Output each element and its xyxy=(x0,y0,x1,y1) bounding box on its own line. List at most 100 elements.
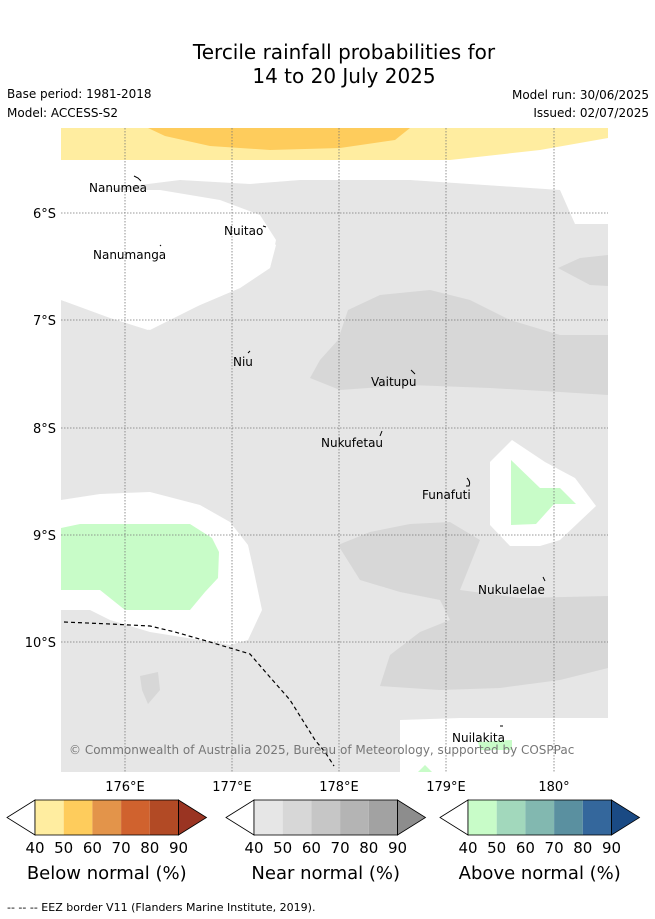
colorbar-tick-label: 60 xyxy=(302,839,321,857)
colorbar-segment xyxy=(92,800,122,835)
colorbar-segment xyxy=(368,800,398,835)
colorbars: 40 50 60 70 80 90 Below normal (%) 40 50 60 70 80 90… xyxy=(6,799,641,884)
colorbar-segment xyxy=(35,800,64,835)
colorbar-segment xyxy=(468,800,497,835)
colorbar-tick-label: 90 xyxy=(602,839,621,857)
place-label-nukulaelae: Nukulaelae xyxy=(478,583,545,597)
colorbar-over-triangle xyxy=(397,799,427,836)
colorbar-tick-label: 50 xyxy=(487,839,506,857)
longitude-labels: 176°E 177°E 178°E 179°E 180° xyxy=(105,780,569,795)
colorbar-tick-label: 70 xyxy=(545,839,564,857)
colorbar-tick-label: 80 xyxy=(140,839,159,857)
eez-border-line xyxy=(63,621,335,767)
island-nanumanga xyxy=(159,244,162,247)
place-label-nuitao: Nuitao xyxy=(224,224,263,238)
colorbar-segment xyxy=(63,800,93,835)
issued-date: Issued: 02/07/2025 xyxy=(533,106,649,120)
colorbar-tick-label: 50 xyxy=(273,839,292,857)
near-normal-50-60-small xyxy=(140,672,160,704)
above-normal-40-50-west xyxy=(61,524,219,610)
colorbar-title: Below normal (%) xyxy=(27,863,187,884)
colorbar-outline xyxy=(34,799,179,836)
map-panel: Nanumea Nuitao Nanumanga Niu Vaitupu Nuk… xyxy=(61,128,608,772)
colorbar-over-triangle xyxy=(611,799,641,836)
place-label-niu: Niu xyxy=(233,355,253,369)
place-label-vaitupu: Vaitupu xyxy=(371,375,417,389)
place-label-funafuti: Funafuti xyxy=(422,488,471,502)
above-normal-40-50-south-2 xyxy=(418,765,432,772)
place-label-nanumanga: Nanumanga xyxy=(93,248,166,262)
lon-label: 180° xyxy=(538,780,569,795)
colorbar-segment xyxy=(282,800,312,835)
lon-label: 179°E xyxy=(426,780,466,795)
near-normal-50-60-south xyxy=(338,522,608,690)
below-normal-50-60 xyxy=(148,128,410,150)
colorbar-segment xyxy=(340,800,369,835)
island-nuitao xyxy=(262,225,267,228)
map-title-line2: 14 to 20 July 2025 xyxy=(252,64,436,88)
lon-label: 177°E xyxy=(212,780,252,795)
colorbar-under-triangle xyxy=(225,799,255,836)
colorbar-under-triangle xyxy=(6,799,36,836)
place-label-nukufetau: Nukufetau xyxy=(321,436,383,450)
colorbar-segment xyxy=(582,800,612,835)
colorbar-tick-label: 90 xyxy=(169,839,188,857)
colorbar-tick-label: 50 xyxy=(54,839,73,857)
no-signal-region-north-2 xyxy=(61,190,276,330)
colorbar-segment xyxy=(311,800,341,835)
place-label-nuilakita: Nuilakita xyxy=(452,731,505,745)
colorbar-over-triangle xyxy=(178,799,208,836)
eez-footnote: -- -- -- EEZ border V11 (Flanders Marine… xyxy=(7,901,316,914)
colorbar-segment xyxy=(121,800,150,835)
near-normal-50-60-east xyxy=(310,290,608,395)
lon-label: 178°E xyxy=(319,780,359,795)
colorbar-tick-label: 40 xyxy=(25,839,44,857)
colorbar-outline xyxy=(253,799,398,836)
colorbar-tick-label: 40 xyxy=(458,839,477,857)
model-name: Model: ACCESS-S2 xyxy=(7,106,119,120)
colorbar-title: Above normal (%) xyxy=(459,863,621,884)
lat-label: 9°S xyxy=(33,529,56,544)
colorbar-tick-label: 90 xyxy=(388,839,407,857)
colorbar-2: 40 50 60 70 80 90 Above normal (%) xyxy=(439,799,641,884)
island-nukulaelae xyxy=(542,576,546,582)
colorbar-0: 40 50 60 70 80 90 Below normal (%) xyxy=(6,799,208,884)
island-nukufetau xyxy=(379,430,383,437)
colorbar-tick-label: 70 xyxy=(112,839,131,857)
lat-label: 10°S xyxy=(25,636,56,651)
colorbar-tick-label: 80 xyxy=(359,839,378,857)
island-shapes xyxy=(133,175,546,727)
latitude-labels: 6°S 7°S 8°S 9°S 10°S xyxy=(25,207,56,651)
colorbar-segment xyxy=(554,800,583,835)
colorbar-1: 40 50 60 70 80 90 Near normal (%) xyxy=(225,799,427,884)
colorbar-tick-label: 40 xyxy=(244,839,263,857)
colorbar-segment xyxy=(525,800,555,835)
graticule xyxy=(61,128,608,772)
base-period: Base period: 1981-2018 xyxy=(7,87,152,101)
colorbar-tick-label: 80 xyxy=(573,839,592,857)
place-labels: Nanumea Nuitao Nanumanga Niu Vaitupu Nuk… xyxy=(89,181,545,745)
island-funafuti xyxy=(466,477,471,487)
colorbar-segment xyxy=(254,800,283,835)
lat-label: 7°S xyxy=(33,314,56,329)
colorbar-title: Near normal (%) xyxy=(251,863,400,884)
colorbar-tick-label: 60 xyxy=(516,839,535,857)
colorbar-tick-label: 70 xyxy=(331,839,350,857)
near-normal-50-60-far-east xyxy=(558,255,608,286)
lat-label: 6°S xyxy=(33,207,56,222)
colorbar-under-triangle xyxy=(439,799,469,836)
colorbar-outline xyxy=(467,799,612,836)
island-nanumea xyxy=(133,175,142,182)
map-title-line1: Tercile rainfall probabilities for xyxy=(192,40,496,64)
colorbar-segment xyxy=(149,800,179,835)
island-niu xyxy=(247,350,251,354)
colorbar-tick-label: 60 xyxy=(83,839,102,857)
lon-label: 176°E xyxy=(105,780,145,795)
above-normal-40-50-south xyxy=(478,740,512,750)
above-normal-40-50-funafuti xyxy=(511,460,576,525)
copyright-notice: © Commonwealth of Australia 2025, Bureau… xyxy=(69,743,574,757)
model-run: Model run: 30/06/2025 xyxy=(511,88,649,102)
colorbar-segment xyxy=(496,800,526,835)
island-vaitupu xyxy=(410,369,416,375)
